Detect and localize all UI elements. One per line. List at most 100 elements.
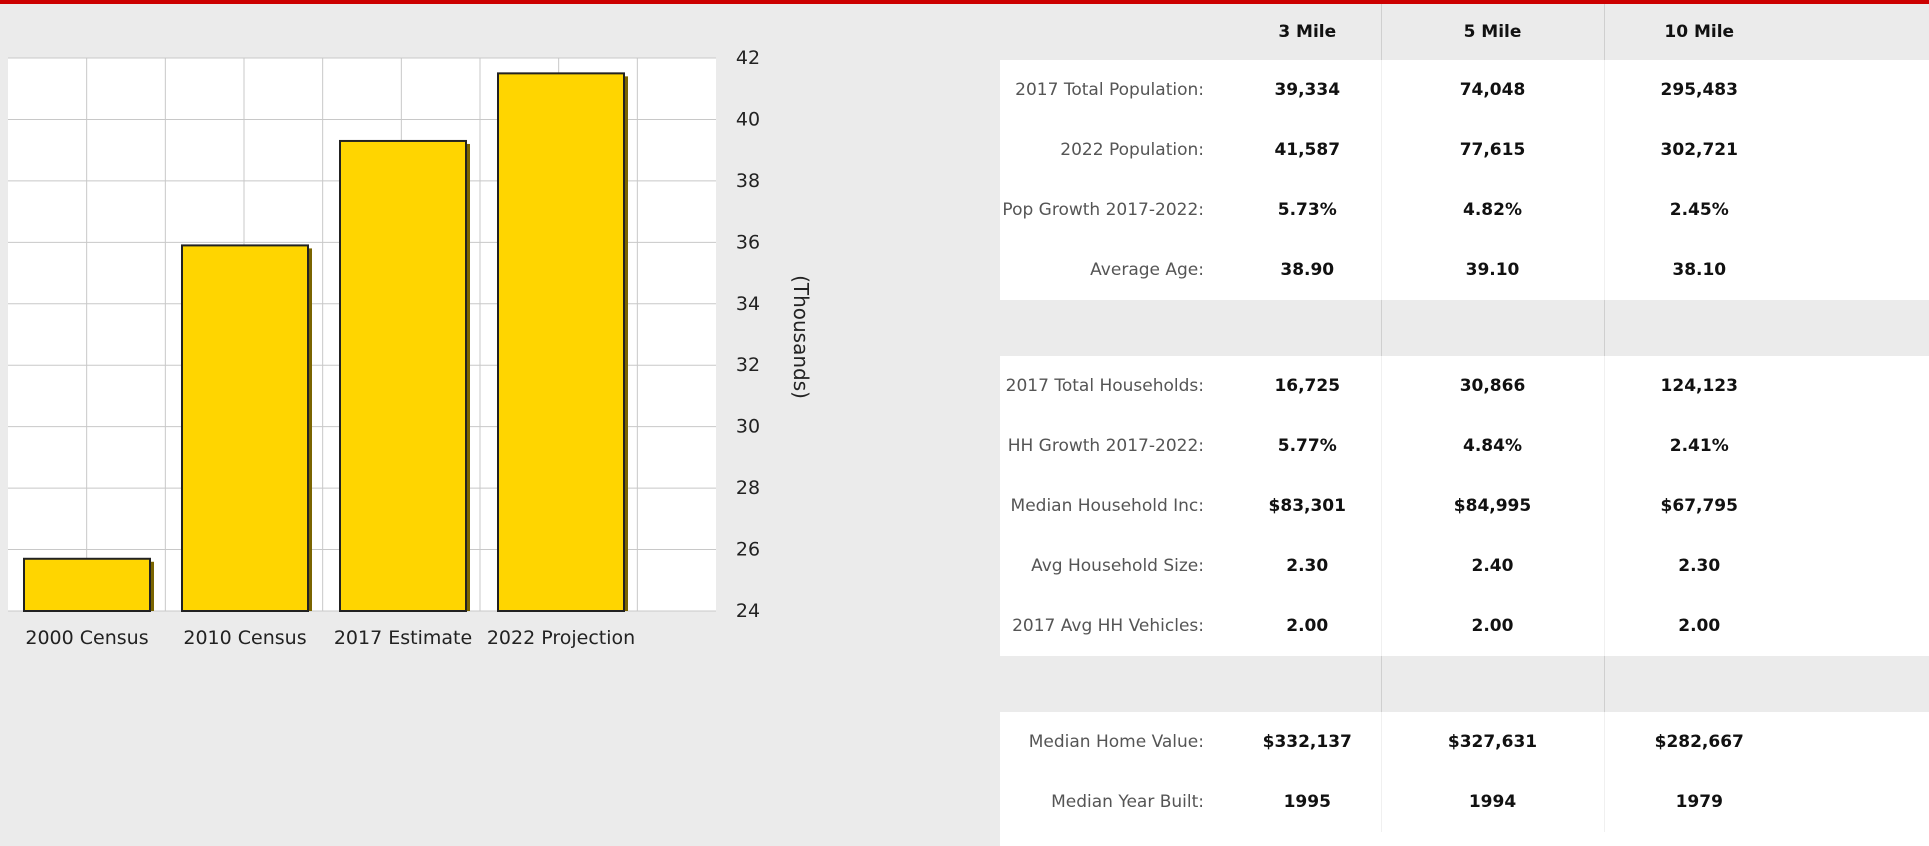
y-tick-label: 42 bbox=[736, 47, 760, 69]
y-tick-label: 40 bbox=[736, 108, 760, 130]
table-row: 2017 Total Households: 16,725 30,866 124,12… bbox=[1000, 356, 1929, 416]
table-spacer-row bbox=[1000, 300, 1929, 356]
cell-value: 41,587 bbox=[1234, 120, 1381, 180]
spacer-cell bbox=[1794, 4, 1929, 60]
cell-value: 2.40 bbox=[1380, 536, 1604, 596]
cell-value: 2.41% bbox=[1603, 416, 1794, 476]
table-header-row: 3 Mile 5 Mile 10 Mile bbox=[1000, 4, 1929, 60]
y-tick-label: 30 bbox=[736, 416, 760, 438]
bars bbox=[23, 72, 628, 613]
cell-value: 2.30 bbox=[1234, 536, 1381, 596]
row-pad bbox=[1794, 712, 1929, 772]
row-label: Avg Household Size: bbox=[1000, 536, 1234, 596]
cell-value: $327,631 bbox=[1380, 712, 1604, 772]
y-tick-label: 38 bbox=[736, 170, 760, 192]
y-axis-ticks: 24 26 28 30 32 34 36 38 40 42 bbox=[736, 47, 760, 622]
row-pad bbox=[1794, 476, 1929, 536]
spacer-cell bbox=[1380, 300, 1604, 356]
cell-value: $67,795 bbox=[1603, 476, 1794, 536]
table-row: 2022 Population: 41,587 77,615 302,721 bbox=[1000, 120, 1929, 180]
table-row: 2017 Total Population: 39,334 74,048 295,48… bbox=[1000, 60, 1929, 120]
table-row: 2017 Avg HH Vehicles: 2.00 2.00 2.00 bbox=[1000, 596, 1929, 656]
y-tick-label: 36 bbox=[736, 231, 760, 253]
cell-value: 302,721 bbox=[1603, 120, 1794, 180]
row-pad bbox=[1794, 356, 1929, 416]
cell-value: 1979 bbox=[1603, 772, 1794, 832]
row-pad bbox=[1794, 416, 1929, 476]
row-pad bbox=[1794, 60, 1929, 120]
cell-value: 30,866 bbox=[1380, 356, 1604, 416]
bar bbox=[23, 557, 151, 612]
cell-value: 39.10 bbox=[1380, 240, 1604, 300]
row-pad bbox=[1794, 240, 1929, 300]
population-bar-chart: 24 26 28 30 32 34 36 38 40 42 2000 Census 2010 Cen… bbox=[8, 47, 813, 649]
demographics-table: 3 Mile 5 Mile 10 Mile 2017 Total Population… bbox=[1000, 4, 1929, 832]
header-label-cell bbox=[1000, 4, 1234, 60]
spacer-cell bbox=[1234, 656, 1381, 712]
y-tick-label: 34 bbox=[736, 293, 760, 315]
x-category-label: 2017 Estimate bbox=[334, 627, 472, 649]
cell-value: $83,301 bbox=[1234, 476, 1381, 536]
x-axis-labels: 2000 Census 2010 Census 2017 Estimate 2022 … bbox=[25, 627, 635, 649]
row-pad bbox=[1794, 772, 1929, 832]
table-row: Avg Household Size: 2.30 2.40 2.30 bbox=[1000, 536, 1929, 596]
table-row: Pop Growth 2017-2022: 5.73% 4.82% 2.45% bbox=[1000, 180, 1929, 240]
cell-value: 2.00 bbox=[1603, 596, 1794, 656]
column-header: 10 Mile bbox=[1603, 4, 1794, 60]
cell-value: 124,123 bbox=[1603, 356, 1794, 416]
cell-value: 295,483 bbox=[1603, 60, 1794, 120]
cell-value: 77,615 bbox=[1380, 120, 1604, 180]
cell-value: $282,667 bbox=[1603, 712, 1794, 772]
cell-value: 39,334 bbox=[1234, 60, 1381, 120]
y-tick-label: 26 bbox=[736, 539, 760, 561]
table-spacer-row bbox=[1000, 656, 1929, 712]
row-label: HH Growth 2017-2022: bbox=[1000, 416, 1234, 476]
row-pad bbox=[1794, 596, 1929, 656]
table-row: Median Year Built: 1995 1994 1979 bbox=[1000, 772, 1929, 832]
spacer-cell bbox=[1234, 300, 1381, 356]
cell-value: 1995 bbox=[1234, 772, 1381, 832]
row-label: 2017 Total Households: bbox=[1000, 356, 1234, 416]
cell-value: 1994 bbox=[1380, 772, 1604, 832]
x-category-label: 2000 Census bbox=[25, 627, 148, 649]
cell-value: $332,137 bbox=[1234, 712, 1381, 772]
row-label: Average Age: bbox=[1000, 240, 1234, 300]
table-row: Median Home Value: $332,137 $327,631 $282,6… bbox=[1000, 712, 1929, 772]
cell-value: 5.73% bbox=[1234, 180, 1381, 240]
cell-value: 4.84% bbox=[1380, 416, 1604, 476]
spacer-cell bbox=[1794, 656, 1929, 712]
row-pad bbox=[1794, 120, 1929, 180]
row-pad bbox=[1794, 180, 1929, 240]
cell-value: 74,048 bbox=[1380, 60, 1604, 120]
row-label: Pop Growth 2017-2022: bbox=[1000, 180, 1234, 240]
row-label: 2017 Avg HH Vehicles: bbox=[1000, 596, 1234, 656]
header-label-cell bbox=[1000, 300, 1234, 356]
row-label: Median Home Value: bbox=[1000, 712, 1234, 772]
cell-value: 2.00 bbox=[1234, 596, 1381, 656]
x-category-label: 2022 Projection bbox=[487, 627, 635, 649]
spacer-cell bbox=[1603, 656, 1794, 712]
cell-value: 2.45% bbox=[1603, 180, 1794, 240]
spacer-cell bbox=[1794, 300, 1929, 356]
column-header: 3 Mile bbox=[1234, 4, 1381, 60]
cell-value: $84,995 bbox=[1380, 476, 1604, 536]
column-header: 5 Mile bbox=[1380, 4, 1604, 60]
row-label: Median Year Built: bbox=[1000, 772, 1234, 832]
y-tick-label: 32 bbox=[736, 354, 760, 376]
bar bbox=[339, 139, 467, 612]
bar bbox=[181, 244, 309, 612]
y-axis-title: (Thousands) bbox=[789, 275, 813, 399]
table-row: Average Age: 38.90 39.10 38.10 bbox=[1000, 240, 1929, 300]
header-label-cell bbox=[1000, 656, 1234, 712]
bar bbox=[497, 72, 625, 613]
row-label: 2022 Population: bbox=[1000, 120, 1234, 180]
spacer-cell bbox=[1380, 656, 1604, 712]
row-label: 2017 Total Population: bbox=[1000, 60, 1234, 120]
demographics-table-panel: 3 Mile 5 Mile 10 Mile 2017 Total Population… bbox=[1000, 4, 1929, 846]
cell-value: 16,725 bbox=[1234, 356, 1381, 416]
cell-value: 4.82% bbox=[1380, 180, 1604, 240]
y-tick-label: 28 bbox=[736, 477, 760, 499]
cell-value: 38.10 bbox=[1603, 240, 1794, 300]
table-row: Median Household Inc: $83,301 $84,995 $67,7… bbox=[1000, 476, 1929, 536]
cell-value: 5.77% bbox=[1234, 416, 1381, 476]
